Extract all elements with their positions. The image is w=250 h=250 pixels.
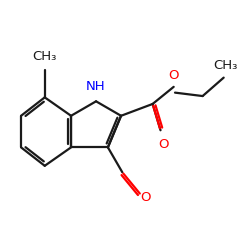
Text: NH: NH — [86, 80, 105, 93]
Text: O: O — [158, 138, 168, 151]
Text: CH₃: CH₃ — [213, 59, 237, 72]
Text: O: O — [140, 192, 151, 204]
Text: CH₃: CH₃ — [32, 50, 57, 63]
Text: O: O — [168, 69, 179, 82]
